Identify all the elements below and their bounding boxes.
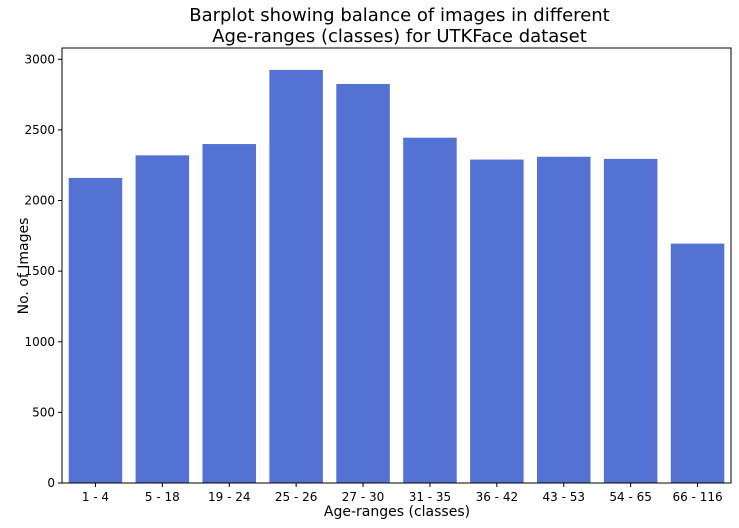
- bar-54-65: [603, 158, 658, 483]
- y-tick-label: 2500: [24, 123, 55, 137]
- y-tick-label: 1000: [24, 335, 55, 349]
- bar-19-24: [202, 144, 257, 484]
- plot-area: [68, 69, 725, 484]
- y-axis: 0 500 1000 1500 2000 2500 3000: [24, 52, 62, 490]
- chart-title-line-2: Age-ranges (classes) for UTKFace dataset: [212, 26, 587, 47]
- y-tick-label: 2000: [24, 194, 55, 208]
- y-tick-label: 3000: [24, 52, 55, 66]
- y-tick-label: 500: [32, 405, 55, 419]
- bar-25-26: [269, 69, 323, 483]
- chart-title-line-1: Barplot showing balance of images in dif…: [189, 5, 610, 26]
- x-tick-label: 54 - 65: [609, 490, 652, 504]
- x-axis-label: Age-ranges (classes): [323, 504, 471, 520]
- bar-1-4: [68, 177, 123, 483]
- x-axis: 1 - 4 5 - 18 19 - 24 25 - 26 27 - 30 31 - 35 3…: [82, 483, 723, 504]
- x-tick-label: 25 - 26: [275, 490, 318, 504]
- bar-31-35: [403, 137, 457, 483]
- y-axis-label: No. of Images: [16, 217, 32, 315]
- x-tick-label: 36 - 42: [476, 490, 519, 504]
- y-tick-label: 0: [47, 476, 55, 490]
- x-tick-label: 66 - 116: [672, 490, 722, 504]
- x-tick-label: 27 - 30: [342, 490, 385, 504]
- x-tick-label: 43 - 53: [543, 490, 586, 504]
- x-tick-label: 31 - 35: [409, 490, 452, 504]
- bar-36-42: [470, 159, 524, 483]
- bar-43-53: [536, 156, 591, 483]
- plot-frame: [61, 47, 732, 484]
- x-tick-label: 1 - 4: [82, 490, 109, 504]
- bar-66-116: [670, 243, 725, 483]
- bar-5-18: [135, 155, 190, 484]
- x-tick-label: 19 - 24: [208, 490, 251, 504]
- x-tick-label: 5 - 18: [145, 490, 180, 504]
- bar-27-30: [336, 84, 390, 483]
- y-tick-label: 1500: [24, 264, 55, 278]
